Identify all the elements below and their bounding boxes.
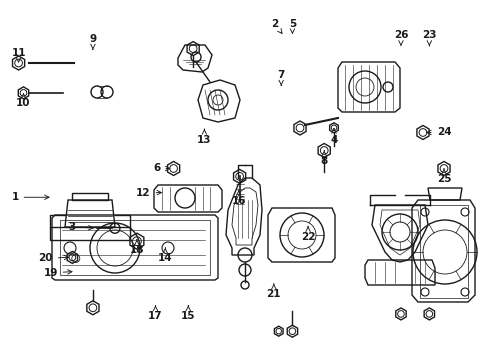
Text: 13: 13 <box>197 129 211 145</box>
Text: 19: 19 <box>43 268 72 278</box>
Text: 21: 21 <box>266 284 281 300</box>
Text: 23: 23 <box>421 30 436 46</box>
Text: 24: 24 <box>426 127 450 138</box>
Text: 25: 25 <box>436 169 450 184</box>
Text: 12: 12 <box>136 188 161 198</box>
Text: 16: 16 <box>231 190 245 206</box>
Text: 6: 6 <box>153 163 169 174</box>
Text: 1: 1 <box>11 192 49 202</box>
Text: 9: 9 <box>89 34 96 49</box>
Text: 4: 4 <box>329 129 337 145</box>
Text: 17: 17 <box>148 306 163 321</box>
Text: 2: 2 <box>271 19 282 33</box>
Text: 3: 3 <box>68 222 93 232</box>
Text: 5: 5 <box>288 19 295 33</box>
Text: 10: 10 <box>16 94 31 108</box>
Text: 11: 11 <box>11 48 26 62</box>
Text: 18: 18 <box>129 240 144 255</box>
Text: 15: 15 <box>181 306 195 321</box>
Text: 8: 8 <box>320 151 327 166</box>
Text: 26: 26 <box>393 30 407 46</box>
Text: 14: 14 <box>158 248 172 264</box>
Text: 20: 20 <box>38 253 68 264</box>
Text: 7: 7 <box>277 70 285 85</box>
Text: 22: 22 <box>300 226 315 242</box>
